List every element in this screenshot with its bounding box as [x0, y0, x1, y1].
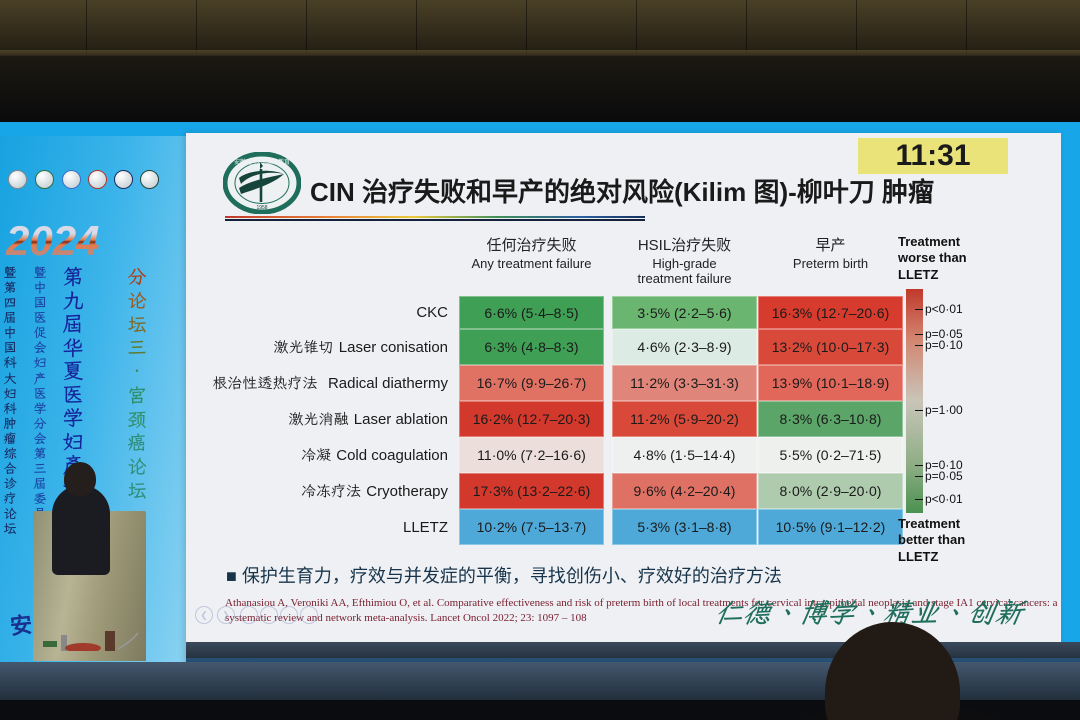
- svg-text:1958: 1958: [256, 205, 267, 211]
